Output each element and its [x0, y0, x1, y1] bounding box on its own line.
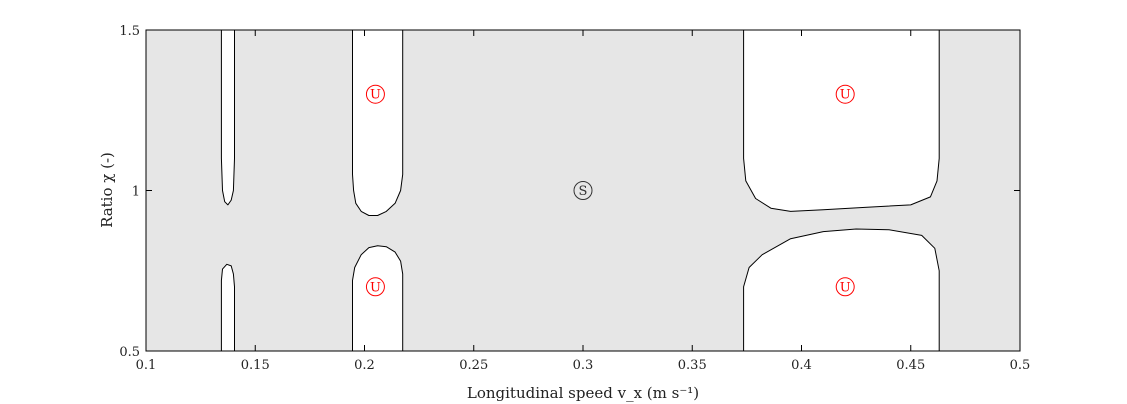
x-tick-label: 0.45	[896, 358, 925, 373]
region-marker-stable: S	[573, 181, 593, 200]
y-tick-label: 1	[132, 185, 140, 200]
region-marker-label: U	[840, 88, 851, 103]
x-tick-label: 0.25	[459, 358, 488, 373]
x-tick-label: 0.15	[241, 358, 270, 373]
unstable-region-6	[743, 228, 940, 352]
x-tick-label: 0.4	[791, 358, 812, 373]
region-marker-circle	[365, 277, 385, 297]
y-tick-label: 0.5	[119, 345, 140, 360]
x-tick-label: 0.35	[678, 358, 707, 373]
region-marker-label: U	[840, 280, 851, 295]
x-axis-label: Longitudinal speed v_x (m s⁻¹)	[467, 384, 699, 402]
region-marker-label: U	[370, 88, 381, 103]
unstable-region-2	[220, 263, 235, 352]
y-tick-label: 1.5	[119, 24, 140, 39]
unstable-region-4	[352, 245, 404, 352]
region-marker-label: U	[370, 280, 381, 295]
region-marker-circle	[835, 84, 855, 104]
unstable-region-5	[743, 29, 940, 212]
x-tick-label: 0.1	[136, 358, 157, 373]
region-marker-unstable: U	[835, 84, 855, 104]
region-marker-unstable: U	[365, 84, 385, 104]
region-marker-circle	[365, 84, 385, 104]
region-marker-unstable: U	[835, 277, 855, 297]
y-axis-ticks: 0.5 1 1.5	[119, 24, 1020, 360]
unstable-region-1	[220, 29, 235, 206]
region-markers: U U U U S	[365, 84, 855, 297]
region-marker-unstable: U	[365, 277, 385, 297]
x-tick-label: 0.2	[354, 358, 375, 373]
region-marker-circle	[573, 181, 593, 200]
unstable-region-3	[352, 29, 404, 216]
x-axis-ticks: 0.1 0.15 0.2 0.25 0.3 0.35 0.4 0.45 0.5	[136, 30, 1031, 373]
unstable-regions	[220, 29, 940, 352]
region-marker-label: S	[579, 184, 588, 199]
x-tick-label: 0.3	[573, 358, 594, 373]
y-axis-label: Ratio χ (-)	[98, 152, 116, 228]
x-tick-label: 0.5	[1010, 358, 1031, 373]
region-marker-circle	[835, 277, 855, 297]
